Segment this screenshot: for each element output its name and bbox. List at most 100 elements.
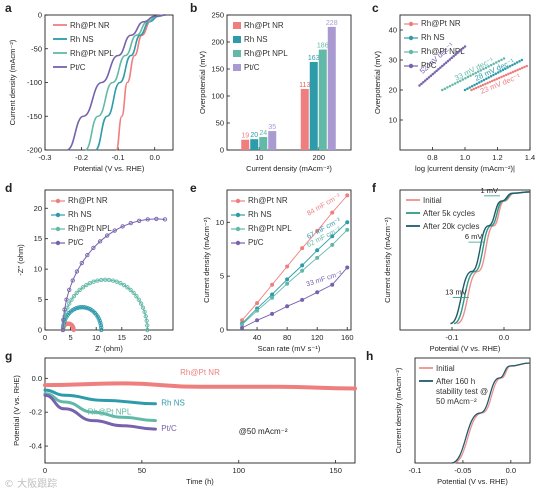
c-data-point: [448, 84, 452, 88]
d-ytick-label: 10: [34, 265, 42, 274]
d-data-point: [120, 224, 125, 229]
e-data-point: [345, 193, 350, 198]
panel-letter-f: f: [372, 181, 377, 195]
c-data-point: [474, 71, 477, 75]
h-xtick-label: -0.1: [409, 466, 422, 475]
d-legend-marker: [55, 212, 61, 218]
c-data-point: [511, 63, 514, 67]
e-xtick-label: 40: [253, 333, 261, 342]
d-xtick-label: 0: [43, 333, 47, 342]
c-data-point: [477, 70, 480, 73]
d-data-point: [136, 297, 142, 302]
d-data-point: [145, 217, 150, 222]
h-annotation: stability test @: [436, 387, 488, 396]
e-data-point: [315, 290, 320, 295]
c-data-point: [500, 58, 503, 62]
b-bar: [327, 26, 336, 151]
e-legend-marker: [235, 212, 241, 218]
h-legend-label: After 160 h: [436, 377, 475, 386]
a-legend-label: Pt/C: [70, 63, 86, 72]
e-ytick-label: 5: [220, 272, 224, 281]
c-data-point: [520, 66, 524, 70]
c-data-point: [502, 74, 505, 78]
c-data-point: [473, 83, 476, 87]
d-data-point: [131, 290, 136, 296]
c-data-point: [458, 50, 461, 53]
d-data-point: [69, 297, 74, 302]
b-bar-value-label: 186: [317, 43, 329, 50]
c-data-point: [511, 70, 515, 74]
e-legend-marker: [235, 226, 241, 232]
d-data-point: [106, 277, 112, 283]
b-ytick-label: 50: [216, 119, 224, 128]
b-bar: [300, 88, 309, 150]
a-xtick-label: -0.2: [75, 153, 88, 162]
e-data-point: [330, 282, 335, 287]
b-ytick-label: 100: [211, 92, 224, 101]
d-data-point: [128, 221, 133, 226]
a-ytick-label: -50: [31, 44, 42, 53]
e-legend-label: Pt/C: [248, 238, 264, 247]
b-xtick-label: 10: [255, 153, 263, 162]
d-data-point: [74, 269, 80, 274]
d-series-line: [62, 306, 102, 331]
c-data-point: [496, 71, 500, 74]
c-data-point: [506, 66, 509, 69]
c-data-point: [500, 75, 503, 79]
d-legend-label: Rh@Pt NR: [68, 196, 108, 205]
d-ytick-label: 15: [34, 234, 42, 243]
c-data-point: [474, 86, 478, 90]
c-legend-marker: [408, 49, 414, 55]
c-data-point: [451, 83, 454, 86]
c-data-point: [463, 88, 467, 92]
c-data-point: [492, 62, 495, 65]
d-legend-marker: [55, 240, 61, 246]
c-legend-marker: [408, 63, 414, 69]
c-data-point: [492, 73, 495, 77]
c-data-point: [518, 60, 521, 63]
d-data-point: [87, 281, 93, 286]
d-legend-marker: [55, 226, 61, 232]
c-data-point: [504, 67, 507, 70]
e-data-point: [240, 318, 245, 323]
d-data-point: [112, 228, 117, 233]
c-legend-label: Rh NS: [421, 33, 445, 42]
e-slope-label: 33 mF cm⁻²: [305, 270, 343, 288]
e-data-point: [270, 295, 275, 300]
b-legend-swatch: [233, 50, 241, 57]
g-xtick-label: 100: [232, 466, 245, 475]
c-data-point: [454, 53, 457, 56]
b-bar-value-label: 163: [308, 55, 320, 62]
d-xtick-label: 5: [69, 333, 73, 342]
c-data-point: [466, 87, 469, 90]
b-legend-label: Rh@Pt NR: [244, 21, 284, 30]
panel-letter-e: e: [190, 181, 197, 195]
d-data-point: [95, 278, 100, 283]
a-series-line: [84, 14, 166, 151]
d-data-point: [103, 277, 108, 282]
b-bar-value-label: 20: [250, 132, 258, 139]
c-data-point: [479, 84, 482, 88]
c-legend-label: Rh@Pt NPL: [421, 47, 465, 56]
e-xtick-label: 120: [311, 333, 324, 342]
c-data-point: [422, 81, 425, 84]
c-data-point: [490, 79, 494, 83]
d-data-point: [67, 287, 72, 293]
c-data-point: [507, 72, 510, 76]
d-data-point: [65, 305, 70, 310]
b-bar-value-label: 24: [259, 130, 267, 137]
b-bar: [309, 61, 318, 151]
e-data-point: [285, 304, 290, 309]
h-annotation: 50 mAcm⁻²: [436, 397, 477, 406]
c-legend-label: Pt/C: [421, 61, 437, 70]
b-legend-label: Rh@Pt NPL: [244, 49, 288, 58]
b-legend-label: Rh NS: [244, 35, 268, 44]
f-annotation: 1 mV: [480, 186, 498, 195]
c-data-point: [487, 65, 490, 68]
c-data-point: [452, 55, 455, 58]
d-data-point: [105, 233, 110, 238]
panel-letter-d: d: [5, 181, 12, 195]
d-data-point: [118, 281, 123, 286]
c-data-point: [495, 61, 498, 64]
d-series-line: [62, 218, 166, 331]
